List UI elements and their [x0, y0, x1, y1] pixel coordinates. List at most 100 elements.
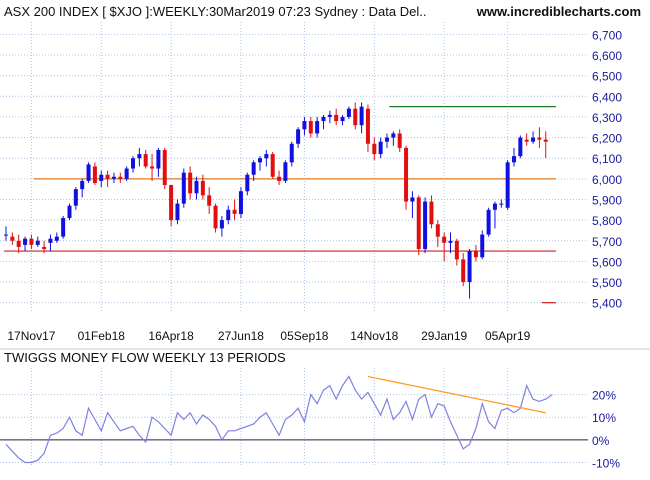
candle-body: [454, 240, 459, 260]
candle-body: [448, 240, 453, 243]
candle-body: [264, 154, 269, 159]
candle-body: [245, 174, 250, 192]
candle-body: [378, 141, 383, 155]
candle-body: [283, 162, 288, 181]
x-tick-label: 29Jan19: [421, 329, 467, 343]
price-y-tick-label: 5,900: [592, 193, 622, 207]
site-link[interactable]: www.incrediblecharts.com: [476, 4, 641, 19]
candle-body: [213, 205, 218, 229]
price-y-tick-label: 6,000: [592, 173, 622, 187]
indicator-y-tick-label: 0%: [592, 434, 610, 448]
price-y-tick-label: 5,500: [592, 276, 622, 290]
candle-body: [42, 246, 47, 250]
price-y-tick-label: 5,800: [592, 214, 622, 228]
candle-body: [86, 164, 91, 181]
candle-body: [416, 197, 421, 250]
candle-body: [321, 116, 326, 122]
price-y-tick-label: 5,400: [592, 297, 622, 311]
candle-body: [194, 180, 199, 194]
indicator-y-tick-label: 10%: [592, 411, 616, 425]
candle-body: [442, 236, 447, 243]
candle-body: [80, 180, 85, 190]
candle-body: [473, 251, 478, 258]
x-tick-label: 17Nov17: [7, 329, 55, 343]
candle-body: [365, 108, 370, 144]
candle-body: [340, 116, 345, 122]
candle-body: [73, 189, 78, 206]
candle-body: [61, 218, 66, 237]
candle-body: [524, 139, 529, 142]
candle-body: [543, 139, 548, 142]
candle-body: [181, 172, 186, 204]
price-y-tick-label: 5,700: [592, 235, 622, 249]
price-y-tick-label: 6,200: [592, 132, 622, 146]
candle-body: [486, 209, 491, 235]
candle-body: [404, 147, 409, 202]
candle-body: [16, 240, 21, 247]
candle-body: [118, 176, 123, 179]
candle-body: [169, 185, 174, 221]
candle-body: [200, 180, 205, 196]
candle-body: [35, 240, 40, 245]
candle-body: [385, 137, 389, 142]
candle-body: [226, 209, 231, 221]
candle-body: [188, 172, 193, 194]
candle-body: [162, 149, 167, 186]
indicator-title: TWIGGS MONEY FLOW WEEKLY 13 PERIODS: [4, 350, 286, 365]
candle-body: [467, 251, 472, 283]
candle-body: [219, 220, 224, 229]
candle-body: [315, 121, 320, 134]
candle-body: [67, 205, 72, 219]
candle-body: [175, 203, 180, 221]
indicator-y-tick-label: 20%: [592, 389, 616, 403]
candle-body: [308, 121, 313, 134]
price-y-tick-label: 6,400: [592, 90, 622, 104]
candle-body: [207, 195, 212, 206]
candle-body: [512, 156, 516, 163]
candle-body: [92, 166, 97, 183]
candle-body: [238, 191, 243, 214]
candle-body: [327, 114, 332, 117]
candle-body: [54, 236, 59, 241]
candle-body: [302, 121, 307, 130]
candle-body: [289, 143, 294, 163]
x-tick-label: 27Jun18: [218, 329, 264, 343]
candle-body: [505, 162, 510, 208]
candle-body: [251, 162, 256, 175]
candle-body: [410, 197, 415, 202]
candle-body: [10, 236, 15, 241]
candle-body: [23, 238, 28, 245]
price-y-tick-label: 6,300: [592, 111, 622, 125]
candle-body: [277, 176, 282, 181]
candle-body: [346, 108, 351, 117]
candle-body: [397, 133, 402, 148]
candle-body: [143, 154, 148, 167]
x-tick-label: 05Apr19: [485, 329, 531, 343]
candle-body: [232, 209, 237, 214]
candle-body: [537, 137, 542, 140]
chart-title: ASX 200 INDEX [ $XJO ]:WEEKLY:30Mar2019 …: [4, 4, 426, 19]
x-tick-label: 16Apr18: [148, 329, 194, 343]
candle-body: [372, 143, 377, 155]
candle-body: [105, 174, 110, 179]
candle-body: [29, 238, 34, 245]
candle-body: [48, 238, 53, 243]
candle-body: [270, 154, 275, 177]
candle-body: [518, 137, 523, 157]
candle-body: [423, 201, 428, 250]
candle-body: [359, 106, 364, 126]
candle-body: [4, 234, 8, 236]
candle-body: [258, 158, 262, 163]
indicator-series-line: [5, 375, 553, 464]
price-y-tick-label: 6,500: [592, 70, 622, 84]
price-y-tick-label: 6,100: [592, 152, 622, 166]
candle-body: [111, 176, 116, 179]
candle-body: [296, 129, 301, 144]
candle-body: [334, 114, 339, 122]
candle-body: [480, 234, 485, 258]
candle-body: [391, 133, 396, 138]
candle-body: [124, 168, 129, 179]
candle-body: [137, 154, 142, 159]
candle-body: [531, 137, 536, 142]
